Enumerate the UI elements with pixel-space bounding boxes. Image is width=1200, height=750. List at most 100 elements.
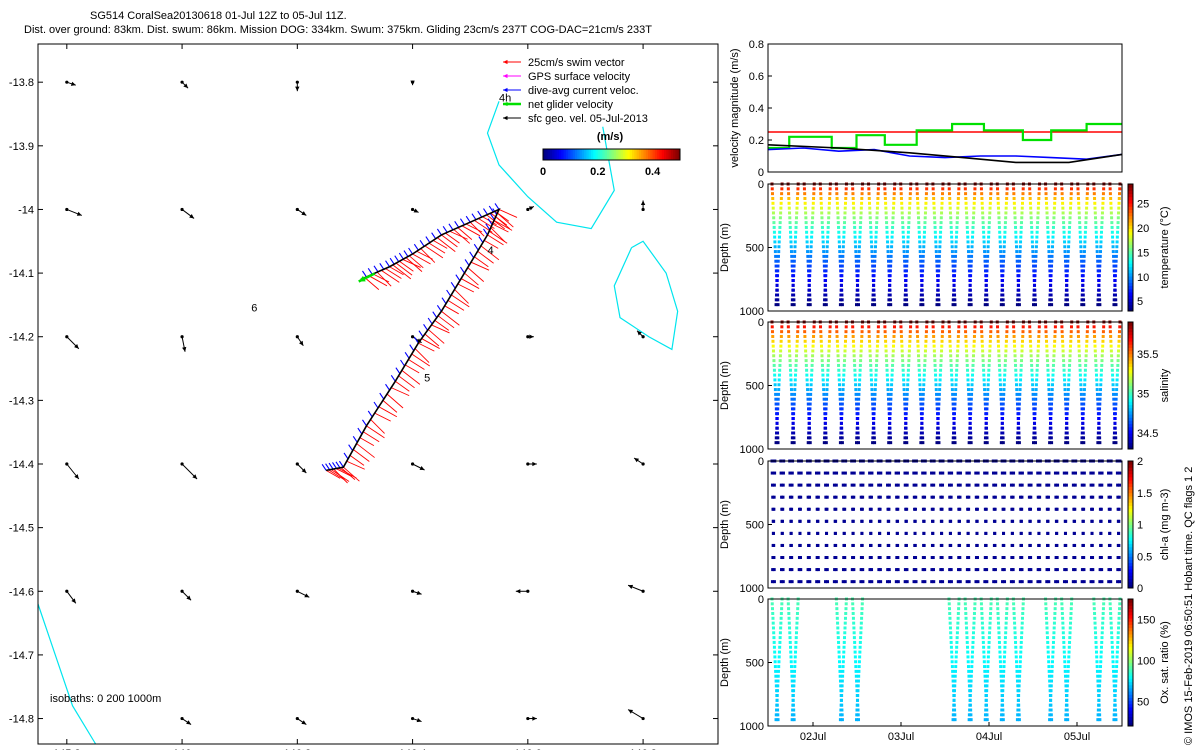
section-point (1061, 339, 1065, 343)
section-point (1005, 196, 1009, 200)
section-point (1047, 665, 1051, 669)
section-point (1110, 640, 1114, 644)
section-point (1092, 187, 1096, 191)
section-point (879, 580, 883, 584)
section-point (798, 507, 802, 511)
swim-vector (353, 449, 370, 462)
section-point (918, 250, 922, 254)
geo-vector-origin (410, 589, 415, 593)
section-point (906, 235, 910, 239)
section-point (827, 211, 831, 215)
section-point (1067, 235, 1071, 239)
section-point (778, 225, 782, 229)
section-point (828, 187, 832, 191)
section-point (808, 264, 812, 268)
section-point (838, 259, 842, 263)
section-point (907, 354, 911, 358)
section-colorbar-cell (1128, 433, 1133, 437)
section-point (983, 298, 987, 302)
section-point (914, 568, 918, 572)
section-point (931, 325, 935, 329)
section-point (889, 303, 893, 307)
section-point (1050, 254, 1054, 258)
section-point (1001, 441, 1005, 445)
section-point (1052, 211, 1056, 215)
section-point (874, 368, 878, 372)
section-point (1064, 674, 1068, 678)
section-point (889, 259, 893, 263)
section-point (1018, 250, 1022, 254)
section-point (1118, 330, 1122, 334)
section-point (796, 602, 800, 606)
section-point (788, 471, 792, 475)
section-colorbar-cell (1128, 678, 1133, 683)
dac-vector (436, 304, 442, 312)
section-point (809, 240, 813, 244)
legend-label: dive-avg current veloc. (528, 85, 639, 97)
section-point (1102, 602, 1106, 606)
section-point (1096, 264, 1100, 268)
swim-vector (328, 469, 345, 481)
section-point (922, 240, 926, 244)
section-point (839, 698, 843, 702)
section-point (937, 259, 941, 263)
section-ytick-label: 1000 (740, 306, 764, 318)
section-point (794, 636, 798, 640)
section-point (838, 397, 842, 401)
section-point (859, 349, 863, 353)
section-point (1004, 354, 1008, 358)
dac-vector (473, 243, 479, 251)
section-point (887, 441, 891, 445)
section-point (1033, 279, 1037, 283)
section-point (776, 259, 780, 263)
section-point (1035, 230, 1039, 234)
section-point (1047, 568, 1051, 572)
section-point (825, 378, 829, 382)
section-point (856, 407, 860, 411)
geo-vector-origin (295, 80, 299, 84)
section-point (873, 392, 877, 396)
section-point (832, 471, 836, 475)
section-point (972, 621, 976, 625)
section-point (1085, 330, 1089, 334)
swim-vector (445, 232, 460, 244)
section-point (989, 187, 993, 191)
section-point (1045, 616, 1049, 620)
section-point (826, 359, 830, 363)
section-point (895, 556, 899, 560)
section-point (920, 279, 924, 283)
section-point (1046, 519, 1050, 523)
section-point (1076, 192, 1080, 196)
section-point (1116, 568, 1120, 572)
section-point (812, 334, 816, 338)
section-point (872, 298, 876, 302)
section-point (957, 519, 961, 523)
swim-vector (424, 245, 444, 259)
section-point (788, 349, 792, 353)
section-point (1002, 568, 1006, 572)
section-point (1109, 471, 1113, 475)
section-point (948, 201, 952, 205)
section-point (904, 519, 908, 523)
section-point (903, 259, 907, 263)
section-point (851, 616, 855, 620)
section-point (985, 679, 989, 683)
section-point (1093, 611, 1097, 615)
section-point (906, 230, 910, 234)
section-point (1066, 397, 1070, 401)
section-point (841, 392, 845, 396)
section-point (935, 402, 939, 406)
section-point (804, 221, 808, 225)
section-point (1045, 626, 1049, 630)
section-point (1052, 221, 1056, 225)
section-point (1094, 368, 1098, 372)
swim-vector (392, 264, 412, 280)
section-point (1117, 495, 1121, 499)
swim-vector (343, 466, 360, 482)
section-point (808, 402, 812, 406)
section-point (916, 334, 920, 338)
section-point (792, 441, 796, 445)
section-point (1096, 402, 1100, 406)
dac-vector (459, 218, 465, 226)
section-point (980, 344, 984, 348)
